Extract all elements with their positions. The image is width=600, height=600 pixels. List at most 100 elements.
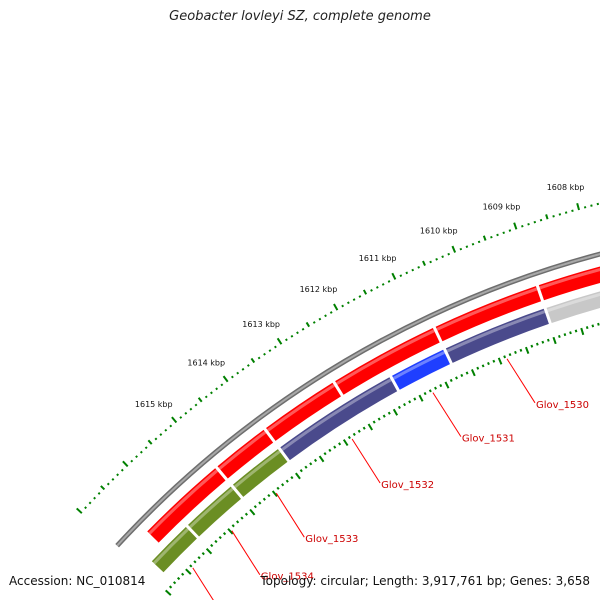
inner-tick	[253, 505, 257, 509]
outer-tick	[521, 225, 524, 228]
outer-tick	[341, 304, 344, 308]
inner-tick	[580, 327, 585, 336]
outer-tick	[130, 459, 134, 463]
inner-tick	[455, 376, 458, 380]
inner-tick	[193, 560, 197, 564]
inner-tick	[176, 576, 181, 581]
inner-tick	[258, 501, 262, 505]
inner-tick	[295, 472, 301, 480]
outer-tick	[417, 266, 420, 269]
gene-label-leader	[231, 530, 261, 575]
outer-tick	[590, 204, 593, 207]
inner-tick	[382, 414, 386, 418]
outer-tick	[482, 235, 487, 241]
inner-tick	[328, 448, 332, 453]
outer-tick	[184, 411, 188, 415]
outer-tick	[312, 321, 316, 324]
outer-tick	[465, 245, 469, 248]
outer-tick	[477, 240, 481, 244]
outer-tick	[490, 235, 493, 239]
inner-tick	[470, 369, 476, 377]
inner-tick	[271, 490, 278, 498]
forward-gene-5-shine	[266, 384, 335, 432]
forward-gene-5	[266, 382, 341, 441]
inner-tick	[519, 348, 523, 352]
inner-tick	[367, 423, 374, 431]
inner-tick	[357, 429, 361, 433]
inner-tick	[387, 411, 391, 415]
outer-tick	[558, 213, 562, 216]
outer-tick	[263, 352, 266, 356]
forward-gene-6	[217, 429, 274, 479]
inner-tick	[189, 564, 193, 568]
outer-tick	[352, 298, 356, 301]
scale-tick-label: 1615 kbp	[135, 400, 173, 409]
outer-tick	[257, 356, 261, 360]
gene-label-leader	[432, 392, 462, 437]
outer-tick	[576, 202, 581, 211]
inner-tick	[460, 373, 464, 378]
outer-tick	[285, 338, 288, 342]
backbone-layer	[115, 251, 600, 548]
inner-tick	[487, 362, 490, 366]
reverse-gene-4-shine	[281, 378, 392, 451]
inner-tick	[197, 556, 201, 560]
reverse-gene-5-shine	[233, 450, 281, 489]
outer-tick	[441, 255, 444, 259]
inner-tick	[481, 364, 485, 368]
outer-tick	[571, 209, 574, 213]
forward-gene-6-shine	[218, 431, 267, 470]
outer-tick	[305, 321, 311, 328]
inner-tick	[569, 331, 572, 335]
outer-tick	[100, 485, 106, 491]
forward-strand-layer	[147, 266, 600, 543]
reverse-gene-5	[232, 449, 288, 497]
scale-tick-label: 1611 kbp	[359, 254, 397, 263]
inner-tick	[281, 483, 285, 487]
outer-tick	[347, 301, 350, 305]
reverse-gene-4	[280, 377, 398, 461]
gene-label-leader	[192, 567, 214, 600]
outer-tick	[220, 383, 224, 387]
outer-tick	[268, 349, 272, 352]
gene-label-leader	[275, 492, 305, 538]
outer-tick	[120, 468, 124, 472]
outer-tick	[106, 482, 110, 486]
inner-tick	[352, 432, 356, 436]
outer-tick	[204, 395, 208, 399]
outer-tick	[159, 433, 163, 437]
backbone-arc-highlight	[116, 253, 600, 547]
inner-tick	[201, 552, 205, 556]
reverse-gene-1	[546, 291, 600, 323]
inner-tick	[492, 359, 496, 363]
reverse-strand-layer	[151, 291, 600, 573]
outer-tick	[139, 450, 143, 454]
reverse-gene-3	[392, 349, 450, 390]
inner-tick	[585, 326, 589, 330]
inner-tick	[428, 389, 432, 393]
outer-tick	[215, 387, 219, 391]
outer-tick	[545, 214, 549, 220]
outer-tick	[381, 283, 385, 286]
inner-tick	[524, 346, 530, 354]
inner-tick	[285, 479, 289, 483]
forward-gene-2	[538, 266, 600, 301]
map-title: Geobacter lovleyi SZ, complete genome	[169, 9, 431, 24]
reverse-gene-3-shine	[392, 351, 446, 380]
outer-tick	[97, 492, 101, 495]
inner-tick	[372, 420, 376, 424]
inner-tick	[236, 520, 240, 524]
gene-label-leader	[506, 358, 536, 404]
inner-tick	[309, 462, 313, 466]
outer-tick	[144, 446, 148, 450]
outer-tick	[154, 437, 158, 441]
outer-tick	[527, 222, 530, 226]
gene-label-glov_1530: Glov_1530	[536, 400, 589, 411]
reverse-gene-6-shine	[189, 487, 234, 529]
scale-tick-label: 1610 kbp	[420, 226, 458, 235]
gene-label-glov_1532: Glov_1532	[381, 480, 434, 491]
forward-gene-7-shine	[148, 469, 219, 535]
inner-tick	[541, 340, 545, 344]
